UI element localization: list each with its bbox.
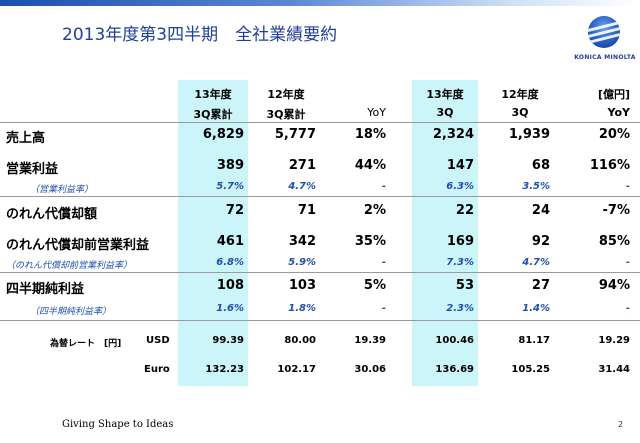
row-label-goodwill-amortization: のれん代償却額	[6, 207, 98, 222]
cell: -	[625, 257, 630, 268]
cell: 80.00	[284, 335, 316, 346]
cell: 108	[216, 278, 244, 293]
header-12-quarter-year: 12年度	[501, 88, 539, 101]
cell: 85%	[598, 234, 630, 249]
cell: 92	[531, 234, 550, 249]
divider	[0, 272, 640, 273]
cell: 132.23	[205, 364, 244, 375]
fx-label: 為替レート [円]	[50, 339, 122, 349]
cell: 147	[446, 158, 474, 173]
cell: 6.8%	[216, 257, 244, 268]
header-yoy-quarter: YoY	[607, 106, 630, 119]
highlight-column-13-cumulative	[178, 80, 248, 386]
cell: 2,324	[432, 127, 474, 142]
row-label-operating-margin: （営業利益率）	[30, 185, 94, 195]
cell: -	[625, 181, 630, 192]
cell: 27	[531, 278, 550, 293]
globe-logo-icon	[588, 16, 620, 48]
cell: 19.39	[354, 335, 386, 346]
cell: 461	[216, 234, 244, 249]
cell: 5.7%	[216, 181, 244, 192]
row-label-operating-income-before-goodwill: のれん代償却前営業利益	[6, 238, 150, 253]
divider	[0, 320, 640, 321]
fx-currency-usd: USD	[146, 335, 170, 346]
cell: 53	[455, 278, 474, 293]
cell: 2.3%	[446, 303, 474, 314]
row-label-net-income: 四半期純利益	[6, 282, 85, 297]
row-label-operating-margin-before-goodwill: （のれん代償却前営業利益率）	[6, 261, 133, 271]
header-12-quarter: 3Q	[511, 106, 529, 119]
cell: -7%	[602, 203, 630, 218]
header-12-cumulative: 3Q累計	[266, 108, 306, 121]
cell: 1.6%	[216, 303, 244, 314]
cell: -	[381, 303, 386, 314]
top-accent-bar	[0, 0, 640, 6]
cell: 102.17	[277, 364, 316, 375]
divider	[0, 196, 640, 197]
fx-currency-euro: Euro	[144, 364, 170, 375]
cell: 20%	[598, 127, 630, 142]
page-title: 2013年度第3四半期 全社業績要約	[62, 25, 338, 45]
cell: 1,939	[508, 127, 550, 142]
highlight-column-13-quarter	[412, 80, 478, 386]
cell: 24	[531, 203, 550, 218]
cell: 5.9%	[288, 257, 316, 268]
cell: 94%	[598, 278, 630, 293]
row-label-sales: 売上高	[6, 131, 46, 146]
cell: 4.7%	[522, 257, 550, 268]
cell: 389	[216, 158, 244, 173]
cell: 18%	[354, 127, 386, 142]
logo-wordmark: KONICA MINOLTA	[574, 54, 636, 61]
cell: -	[381, 257, 386, 268]
cell: 81.17	[518, 335, 550, 346]
cell: 68	[531, 158, 550, 173]
cell: 136.69	[435, 364, 474, 375]
cell: 1.4%	[522, 303, 550, 314]
cell: 5,777	[274, 127, 316, 142]
page-number: 2	[618, 420, 624, 429]
cell: 3.5%	[522, 181, 550, 192]
header-yoy-cumulative: YoY	[367, 106, 386, 119]
cell: 169	[446, 234, 474, 249]
cell: -	[381, 181, 386, 192]
cell: 99.39	[212, 335, 244, 346]
cell: 271	[288, 158, 316, 173]
cell: 103	[288, 278, 316, 293]
divider-header	[0, 122, 640, 123]
header-13-cumulative: 3Q累計	[193, 108, 233, 121]
cell: 44%	[354, 158, 386, 173]
cell: 342	[288, 234, 316, 249]
cell: 5%	[363, 278, 386, 293]
cell: 6.3%	[446, 181, 474, 192]
cell: 2%	[363, 203, 386, 218]
cell: 100.46	[435, 335, 474, 346]
header-unit: [億円]	[597, 88, 630, 101]
cell: 71	[297, 203, 316, 218]
cell: 105.25	[511, 364, 550, 375]
header-12-cumulative-year: 12年度	[267, 88, 305, 101]
cell: 22	[455, 203, 474, 218]
company-logo: KONICA MINOLTA	[574, 16, 636, 71]
header-13-quarter-year: 13年度	[426, 88, 464, 101]
row-label-operating-income: 営業利益	[6, 162, 59, 177]
row-label-net-margin: （四半期純利益率）	[30, 307, 112, 317]
cell: 1.8%	[288, 303, 316, 314]
header-13-cumulative-year: 13年度	[194, 88, 232, 101]
footer-tagline: Giving Shape to Ideas	[62, 419, 174, 430]
cell: 72	[225, 203, 244, 218]
cell: -	[625, 303, 630, 314]
cell: 31.44	[598, 364, 630, 375]
cell: 4.7%	[288, 181, 316, 192]
cell: 35%	[354, 234, 386, 249]
cell: 19.29	[598, 335, 630, 346]
cell: 6,829	[202, 127, 244, 142]
header-13-quarter: 3Q	[436, 106, 454, 119]
cell: 116%	[589, 158, 630, 173]
cell: 30.06	[354, 364, 386, 375]
cell: 7.3%	[446, 257, 474, 268]
